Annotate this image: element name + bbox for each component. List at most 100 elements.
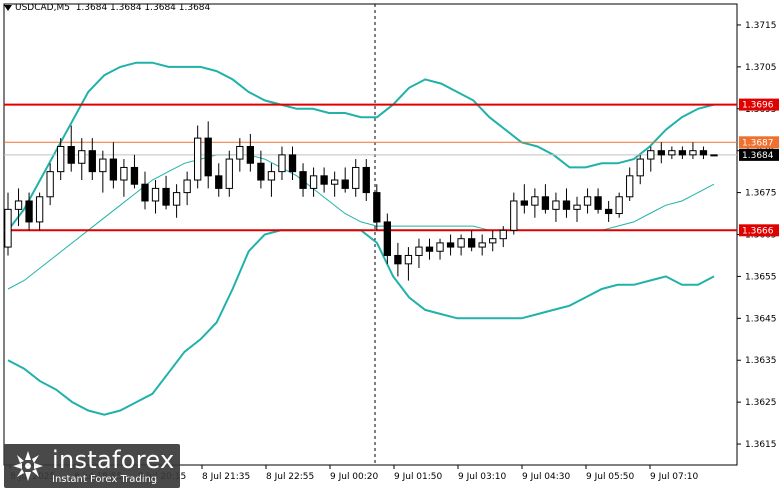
x-tick-label: 9 Jul 01:50: [394, 472, 443, 482]
level-label: 1.3696: [742, 101, 774, 111]
candle-body: [88, 150, 96, 173]
candle-body: [457, 238, 465, 248]
candle-body: [668, 150, 676, 156]
candle-body: [425, 246, 434, 252]
candle-body: [225, 158, 233, 189]
bollinger-upper-line: [7, 61, 715, 231]
candle-body: [594, 196, 602, 210]
candle-body: [352, 166, 360, 189]
plot-frame: [3, 3, 738, 466]
candle-body: [341, 179, 349, 189]
symbol-header: USDCAD,M5 1.3684 1.3684 1.3684 1.3684: [4, 3, 210, 13]
instaforex-watermark: instaforex Instant Forex Trading: [4, 444, 180, 488]
collapse-triangle-icon[interactable]: [4, 4, 12, 11]
x-tick-label: 9 Jul 07:10: [650, 472, 699, 482]
x-tick-label: 9 Jul 03:10: [458, 472, 507, 482]
level-label-box: [739, 136, 779, 149]
candle-body: [615, 196, 623, 215]
candle-body: [183, 179, 191, 194]
candle-body: [4, 208, 12, 248]
candle-body: [120, 166, 128, 181]
candle-body: [172, 192, 181, 206]
candle-body: [151, 187, 160, 202]
candle-body: [383, 221, 392, 256]
candle-body: [194, 137, 202, 181]
x-tick-label: 9 Jul 04:30: [522, 472, 571, 482]
candle-body: [552, 200, 560, 210]
candle-body: [626, 175, 634, 198]
candle-body: [257, 162, 265, 181]
candle-body: [246, 145, 255, 164]
current-price-box: [739, 148, 779, 161]
y-tick-label: 1.3655: [745, 272, 777, 282]
candle-body: [520, 200, 528, 206]
candle-body: [636, 158, 644, 177]
y-tick-label: 1.3645: [745, 314, 777, 324]
level-label: 1.3666: [742, 226, 774, 236]
x-tick-label: 9 Jul 00:20: [330, 472, 379, 482]
level-label: 1.3687: [742, 138, 774, 148]
candle-body: [499, 229, 507, 240]
candle-body: [99, 158, 107, 173]
candle-body: [415, 246, 423, 256]
y-tick-label: 1.3625: [745, 398, 777, 408]
candle-body: [689, 150, 697, 156]
candle-body: [562, 200, 571, 210]
y-tick-label: 1.3615: [745, 440, 777, 450]
candle-body: [162, 187, 170, 206]
candle-body: [236, 145, 244, 160]
candle-body: [278, 154, 286, 173]
watermark-tagline: Instant Forex Trading: [52, 474, 158, 485]
candle-body: [35, 196, 44, 223]
candle-body: [320, 175, 328, 185]
current-price-label: 1.3684: [742, 151, 774, 161]
candle-body: [604, 208, 613, 215]
candle-body: [373, 192, 381, 223]
candle-body: [57, 145, 65, 173]
candle-body: [204, 137, 212, 177]
candle-body: [478, 242, 486, 248]
x-tick-label: 9 Jul 05:50: [586, 472, 635, 482]
x-tick-label: 8 Jul 22:55: [266, 472, 314, 482]
level-label-box: [739, 224, 779, 237]
x-tick-label: 8 Jul 21:35: [202, 472, 250, 482]
candle-body: [510, 200, 518, 231]
symbol-label: USDCAD,M5: [15, 3, 70, 13]
candle-body: [394, 254, 402, 265]
candle-body: [14, 200, 23, 210]
candle-body: [309, 175, 318, 189]
candle-body: [657, 150, 665, 156]
y-tick-label: 1.3675: [745, 189, 777, 199]
candle-body: [583, 196, 592, 206]
candle-body: [330, 179, 339, 185]
candle-body: [404, 254, 413, 265]
candle-body: [436, 242, 444, 252]
candle-body: [541, 196, 550, 210]
candle-body: [215, 175, 223, 189]
y-tick-label: 1.3705: [745, 63, 777, 73]
candle-body: [78, 150, 86, 164]
candle-body: [362, 166, 370, 194]
instaforex-logo-icon: [13, 451, 43, 481]
level-label-box: [739, 98, 779, 111]
ohlc-readout: 1.3684 1.3684 1.3684 1.3684: [75, 3, 211, 13]
candle-body: [109, 158, 118, 181]
candle-body: [531, 196, 539, 206]
candle-body: [299, 171, 307, 189]
y-tick-label: 1.3635: [745, 356, 777, 366]
candle-body: [699, 150, 708, 156]
candle-body: [141, 183, 149, 202]
bollinger-lower-line: [7, 229, 715, 416]
candle-body: [710, 154, 718, 157]
candle-body: [46, 171, 54, 198]
candle-body: [489, 238, 497, 244]
y-tick-label: 1.3715: [745, 21, 777, 31]
candle-body: [678, 150, 687, 156]
candle-body: [25, 200, 33, 223]
candle-body: [573, 204, 581, 210]
candle-body: [130, 166, 139, 185]
candle-body: [267, 171, 276, 181]
watermark-brand: instaforex: [52, 446, 175, 474]
